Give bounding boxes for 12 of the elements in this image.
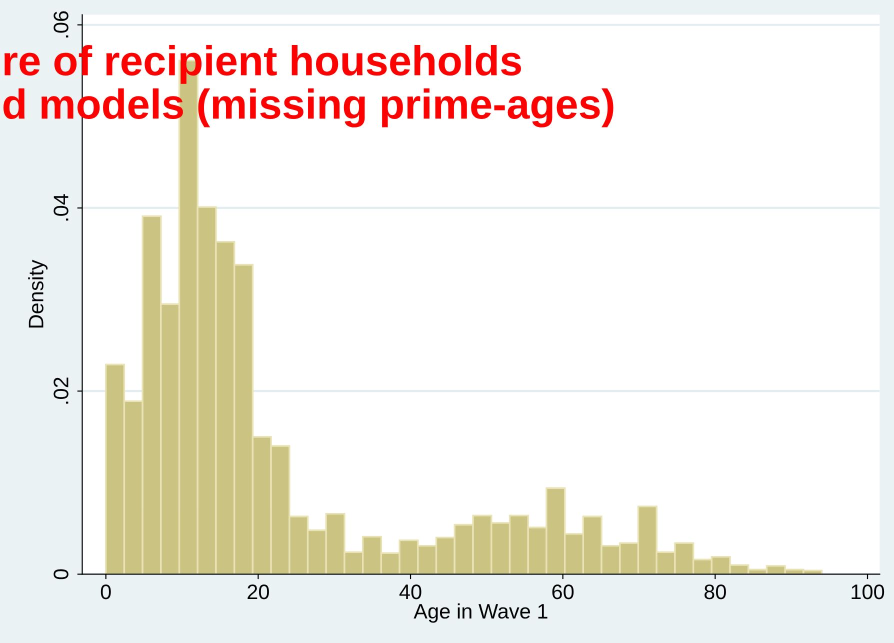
y-axis-title: Density [28, 260, 48, 328]
y-tick-label: 0 [54, 569, 68, 580]
y-tick-label: .06 [54, 11, 68, 38]
x-tick-label: 0 [100, 584, 111, 600]
x-tick-label: 60 [552, 584, 574, 600]
x-axis-title: Age in Wave 1 [414, 603, 548, 623]
x-tick-label: 20 [248, 584, 269, 600]
x-tick-label: 100 [852, 584, 884, 600]
y-tick-label: .04 [54, 194, 68, 221]
x-tick-label: 80 [704, 584, 726, 600]
x-tick-label: 40 [399, 584, 422, 600]
y-tick-label: .02 [54, 378, 68, 404]
